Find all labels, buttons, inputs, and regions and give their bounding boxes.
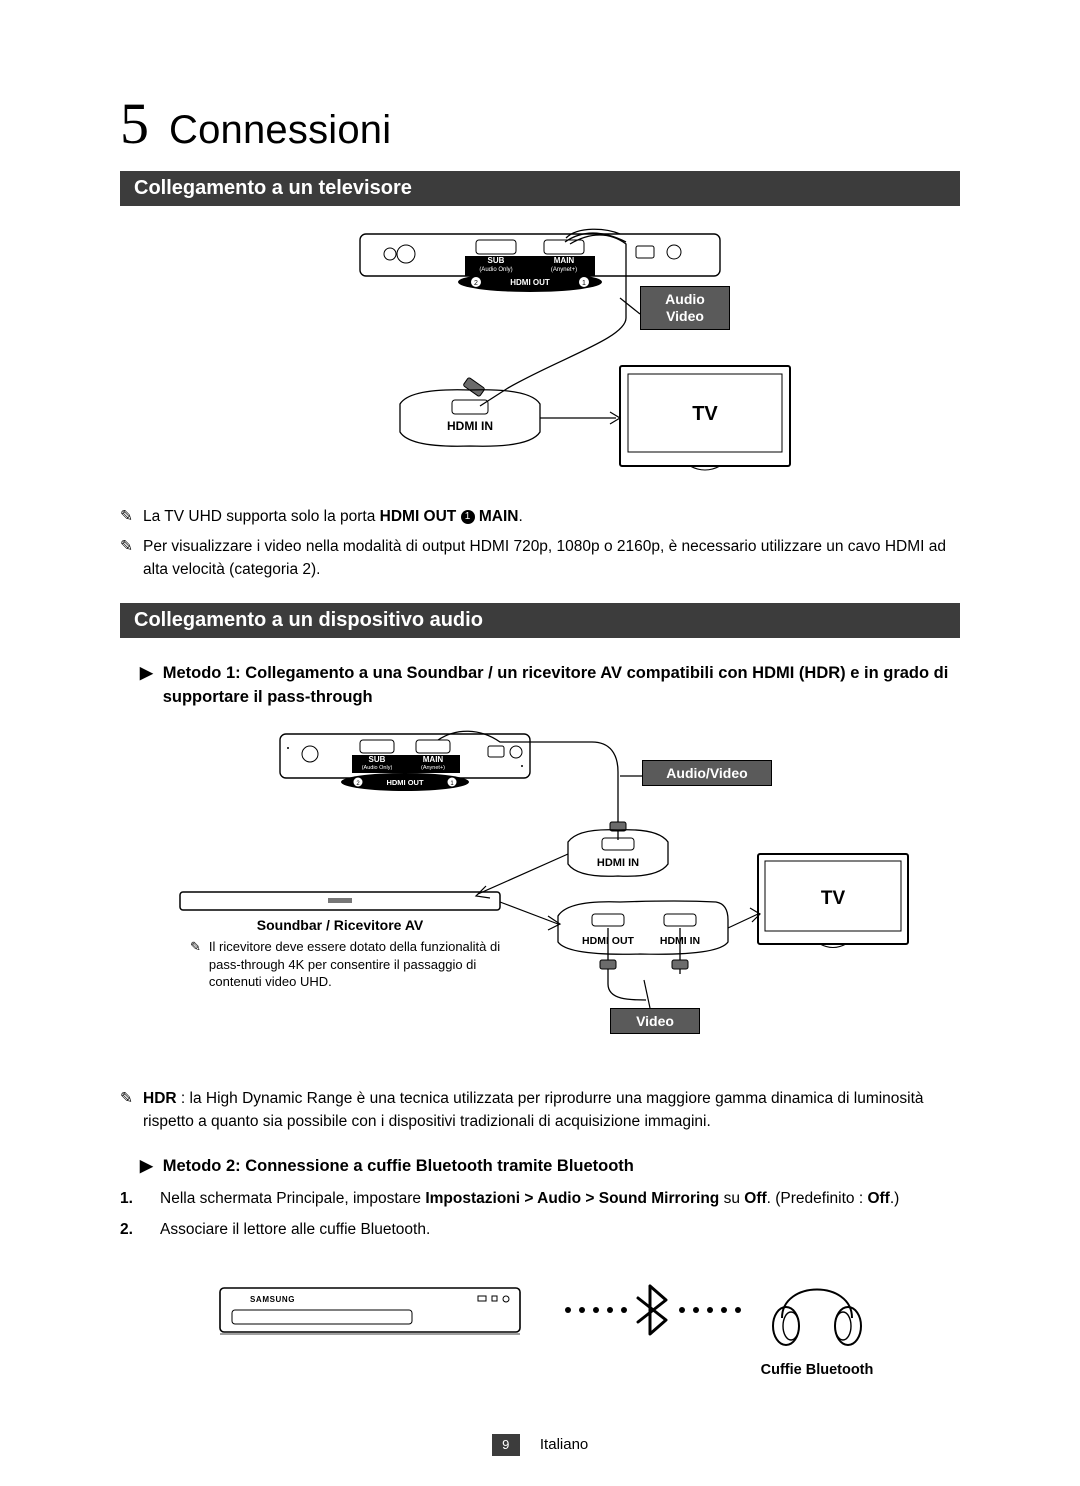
badge-audio-video: Audio Video	[640, 286, 730, 330]
triangle-icon: ▶	[140, 662, 153, 686]
port-main-label-2: MAIN	[423, 755, 444, 764]
notes-tv: ✎ La TV UHD supporta solo la porta HDMI …	[120, 506, 960, 581]
bluetooth-icon	[638, 1286, 666, 1334]
page-language: Italiano	[540, 1436, 588, 1453]
receiver-note: Il ricevitore deve essere dotato della f…	[209, 938, 510, 991]
port-sub-sublabel-2: (Audio Only)	[362, 765, 393, 771]
chapter-heading: 5 Connessioni	[120, 90, 960, 157]
port-main-label: MAIN	[554, 256, 575, 265]
step-number: 1.	[120, 1187, 144, 1210]
method2-steps: 1. Nella schermata Principale, impostare…	[120, 1187, 960, 1242]
step-2-text: Associare il lettore alle cuffie Bluetoo…	[160, 1218, 430, 1241]
badge-audio-video-2: Audio/Video	[642, 760, 772, 786]
section-heading-audio: Collegamento a un dispositivo audio	[120, 603, 960, 638]
hdr-note: HDR : la High Dynamic Range è una tecnic…	[143, 1088, 960, 1133]
hdmi-in-label: HDMI IN	[447, 419, 493, 433]
page-footer: 9 Italiano	[120, 1434, 960, 1456]
port-main-sublabel: (Anynet+)	[551, 267, 577, 273]
section-heading-tv: Collegamento a un televisore	[120, 171, 960, 206]
hdmi-out-label: HDMI OUT	[510, 278, 550, 287]
svg-text:1: 1	[582, 280, 586, 287]
note-icon: ✎	[190, 938, 201, 991]
hdmi-out-label-2: HDMI OUT	[386, 778, 423, 787]
svg-text:2: 2	[474, 280, 478, 287]
method2-heading: ▶ Metodo 2: Connessione a cuffie Bluetoo…	[140, 1155, 960, 1179]
port-sub-label: SUB	[488, 256, 505, 265]
badge-line-video: Video	[666, 308, 704, 324]
method2-title: Metodo 2: Connessione a cuffie Bluetooth…	[163, 1155, 634, 1179]
circled-1-icon: 1	[461, 510, 475, 524]
chapter-number: 5	[120, 90, 149, 157]
note-icon: ✎	[120, 506, 133, 528]
badge-line-audio: Audio	[665, 291, 705, 307]
step-1-text: Nella schermata Principale, impostare Im…	[160, 1187, 899, 1210]
tv-label-2: TV	[821, 888, 846, 909]
note-tv-2: Per visualizzare i video nella modalità …	[143, 536, 960, 581]
headphones-label: Cuffie Bluetooth	[761, 1362, 874, 1378]
port-sub-sublabel: (Audio Only)	[479, 267, 512, 273]
port-main-sublabel-2: (Anynet+)	[421, 765, 445, 771]
player-brand: SAMSUNG	[250, 1295, 295, 1304]
notes-hdr: ✎ HDR : la High Dynamic Range è una tecn…	[120, 1088, 960, 1133]
figure-audio-connection: SUB (Audio Only) MAIN (Anynet+) 2 1 HDMI…	[120, 718, 960, 1074]
method1-title: Metodo 1: Collegamento a una Soundbar / …	[163, 662, 960, 710]
note-icon: ✎	[120, 536, 133, 581]
method1-heading: ▶ Metodo 1: Collegamento a una Soundbar …	[140, 662, 960, 710]
figure-bluetooth: SAMSUNG Cuff	[120, 1250, 960, 1392]
hdmi-in-mid-label: HDMI IN	[597, 857, 639, 869]
triangle-icon: ▶	[140, 1155, 153, 1179]
headphones-icon	[773, 1289, 861, 1345]
tv-label: TV	[692, 403, 718, 425]
page-number: 9	[492, 1434, 520, 1456]
port-sub-label-2: SUB	[369, 755, 386, 764]
step-number: 2.	[120, 1218, 144, 1241]
note-tv-1: La TV UHD supporta solo la porta HDMI OU…	[143, 506, 523, 528]
chapter-title-text: Connessioni	[169, 108, 391, 153]
figure-tv-connection: SUB (Audio Only) MAIN (Anynet+) 2 1 HDMI…	[120, 206, 960, 498]
badge-video: Video	[610, 1008, 700, 1034]
soundbar-label: Soundbar / Ricevitore AV	[257, 917, 424, 933]
note-icon: ✎	[120, 1088, 133, 1133]
